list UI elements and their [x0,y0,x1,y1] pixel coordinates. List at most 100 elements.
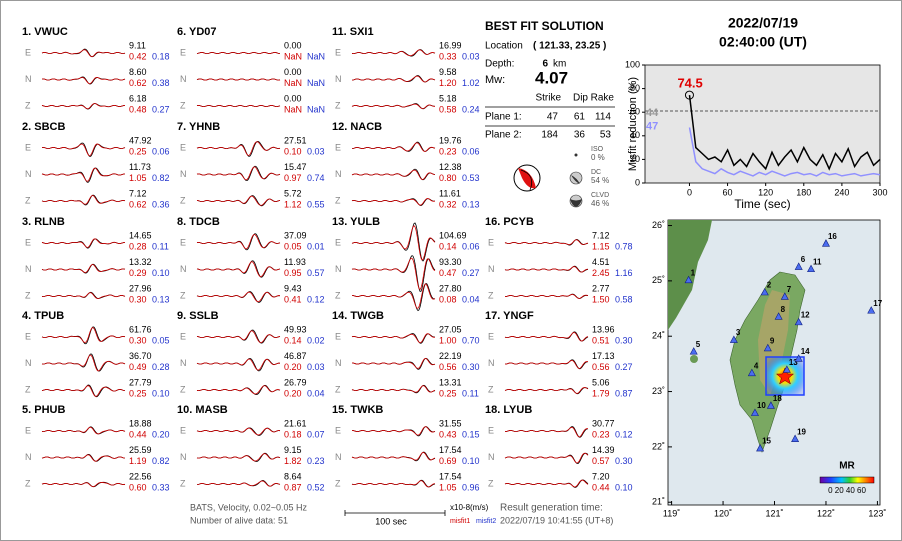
misfit1: 0.56 [439,362,457,372]
component: Z [335,100,341,110]
misfit2: 0.07 [307,429,325,439]
amplitude: 9.58 [439,67,457,77]
colorbar-title: MR [839,461,855,472]
amplitude: 9.11 [129,40,146,50]
misfit1: 0.47 [439,268,457,278]
misfit1: 1.20 [439,78,457,88]
plane-value: 53 [600,130,612,141]
synthetic-trace [196,141,281,156]
station-number: 7 [787,285,792,294]
amplitude: 17.13 [592,351,615,361]
synthetic-trace [504,452,589,464]
misfit2: 0.06 [462,241,480,251]
station-number: 17 [873,299,882,308]
synthetic-trace [196,427,281,436]
synthetic-trace [351,452,436,461]
component: N [180,358,187,368]
misfit2: 1.16 [615,268,633,278]
misfit1: 0.41 [284,294,302,304]
component: N [335,452,342,462]
station [794,317,803,326]
misfit1: 0.23 [439,146,457,156]
amplitude: 7.12 [129,188,147,198]
synthetic-trace [504,387,589,394]
lon-label: 120˚ [714,508,732,518]
misfit1: NaN [284,51,302,61]
misfit1: 0.48 [129,104,147,114]
synthetic-trace [41,264,126,273]
component: N [25,264,32,274]
station-name: 13. YULB [332,216,380,228]
misfit1: 1.12 [284,199,302,209]
component-percent: 0 % [591,153,605,162]
misfit1: 0.80 [439,173,457,183]
y-tick-label: 80 [630,83,640,93]
misfit2: 0.27 [462,268,480,278]
component: E [488,425,494,435]
station-name: 5. PHUB [22,404,65,416]
misfit2: 0.58 [615,294,633,304]
amplitude: 11.73 [129,162,151,172]
station [821,239,830,247]
component: Z [180,384,186,394]
amplitude: 25.59 [129,445,152,455]
component: Z [180,478,186,488]
amplitude: 0.00 [284,93,302,103]
station [794,354,803,362]
station [794,262,803,270]
misfit1: 0.97 [284,173,302,183]
amplitude: 15.47 [284,162,307,172]
y-tick-label: 100 [625,59,640,69]
misfit1: 0.44 [592,482,610,492]
component: Z [25,290,31,300]
misfit2: 0.30 [615,335,633,345]
filter: BATS, Velocity, 0.02~0.05 Hz [190,502,307,512]
component: N [488,264,495,274]
synthetic-trace [41,143,126,157]
misfit1: 0.20 [284,362,302,372]
x-axis-label: Time (sec) [734,197,790,211]
amplitude: 22.56 [129,471,152,481]
table-header: Strike [535,93,561,104]
amplitude: 27.80 [439,283,462,293]
synthetic-trace [351,142,436,152]
component: Z [25,384,31,394]
plane-label: Plane 1: [485,112,522,123]
amplitude: 14.65 [129,230,152,240]
misfit1: 0.42 [129,51,147,61]
component: N [180,169,187,179]
amplitude: 11.93 [284,257,306,267]
amplitude: 9.15 [284,445,302,455]
station-number: 19 [797,427,806,436]
misfit1: 0.28 [129,241,147,251]
map: MR 0 20 40 60 119˚ 120˚ 121˚ 122˚ 123˚21˚22˚… [652,219,886,518]
amplitude: 5.06 [592,377,610,387]
synthetic-trace [196,234,281,250]
misfit1: 2.45 [592,268,610,278]
station-name: 7. YHNB [177,121,220,133]
misfit2: 0.20 [152,429,170,439]
synthetic-trace [41,167,126,182]
mainland [668,220,712,330]
misfit1: NaN [284,78,302,88]
amplitude: 0.00 [284,40,302,50]
misfit1-key: misfit1 [450,518,470,525]
component: E [25,142,31,152]
depth-label: Depth: [485,59,514,70]
component: Z [335,195,341,205]
epicenter [775,367,795,385]
misfit2: 0.53 [462,173,480,183]
lat-label: 24˚ [652,331,665,341]
station [766,401,775,409]
station-number: 14 [801,347,810,356]
units: x10-8(m/s) [450,503,489,512]
synthetic-trace [41,426,126,435]
component: E [25,47,31,57]
misfit2: 0.30 [615,456,633,466]
lat-label: 26˚ [652,220,665,230]
component: E [335,425,341,435]
amplitude: 30.77 [592,418,615,428]
misfit2: 0.10 [615,482,633,492]
misfit2: 0.27 [152,104,170,114]
